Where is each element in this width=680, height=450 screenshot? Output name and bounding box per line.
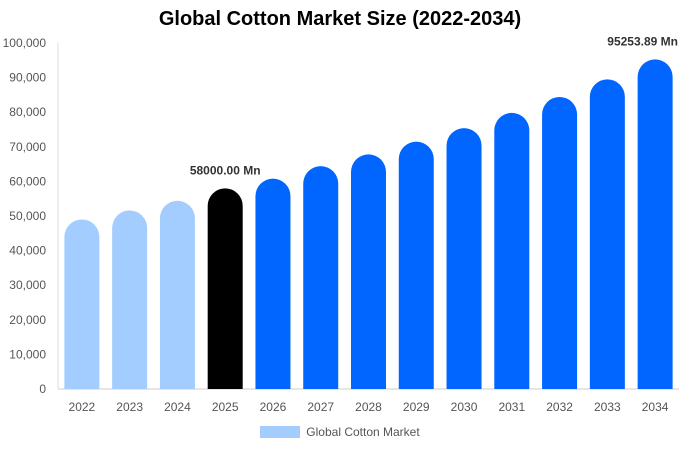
chart-title: Global Cotton Market Size (2022-2034)	[158, 8, 522, 30]
bar-2026[interactable]	[255, 178, 291, 389]
x-tick-label: 2025	[212, 400, 239, 414]
bar-2034[interactable]	[637, 59, 673, 389]
bar-2025[interactable]	[207, 188, 243, 389]
x-tick-label: 2032	[546, 400, 573, 414]
y-axis-ticks: 0 10,000 20,000 30,000 40,000 50,000 60,000 70,…	[3, 36, 47, 396]
bar-2027[interactable]	[303, 166, 339, 389]
x-tick-label: 2031	[498, 400, 525, 414]
y-tick-label: 50,000	[9, 209, 46, 223]
bars	[64, 59, 673, 390]
y-tick-label: 20,000	[9, 313, 46, 327]
bar-2031[interactable]	[494, 112, 530, 390]
bar-2024[interactable]	[159, 200, 195, 389]
y-tick-label: 70,000	[9, 140, 46, 154]
y-tick-label: 100,000	[3, 36, 47, 50]
bar-2022[interactable]	[64, 219, 100, 389]
x-tick-label: 2027	[307, 400, 334, 414]
bar-2028[interactable]	[351, 154, 386, 389]
y-tick-label: 10,000	[9, 347, 46, 361]
bar-2032[interactable]	[542, 96, 578, 389]
x-tick-label: 2024	[164, 400, 191, 414]
x-tick-label: 2028	[355, 400, 382, 414]
data-label-2025: 58000.00 Mn	[190, 163, 261, 177]
y-tick-label: 40,000	[9, 244, 46, 258]
y-tick-label: 0	[39, 382, 46, 396]
bar-2033[interactable]	[589, 79, 625, 389]
legend[interactable]: Global Cotton Market	[0, 425, 680, 439]
bar-2023[interactable]	[112, 210, 148, 389]
x-axis-ticks: 2022 2023 2024 2025 2026 2027 2028 2029 2030 2031…	[69, 400, 669, 414]
y-tick-label: 30,000	[9, 278, 46, 292]
x-tick-label: 2034	[642, 400, 669, 414]
x-tick-label: 2029	[403, 400, 430, 414]
y-tick-label: 90,000	[9, 71, 46, 85]
data-label-2034: 95253.89 Mn	[607, 34, 678, 48]
legend-label: Global Cotton Market	[306, 425, 420, 439]
x-tick-label: 2023	[116, 400, 143, 414]
data-labels: 58000.00 Mn 95253.89 Mn	[190, 34, 678, 177]
x-tick-label: 2026	[260, 400, 287, 414]
x-tick-label: 2022	[69, 400, 96, 414]
legend-swatch	[260, 426, 301, 438]
x-tick-label: 2033	[594, 400, 621, 414]
bar-2029[interactable]	[398, 141, 434, 389]
y-tick-label: 60,000	[9, 174, 46, 188]
bar-2030[interactable]	[446, 128, 482, 389]
y-tick-label: 80,000	[9, 105, 46, 119]
x-tick-label: 2030	[451, 400, 478, 414]
